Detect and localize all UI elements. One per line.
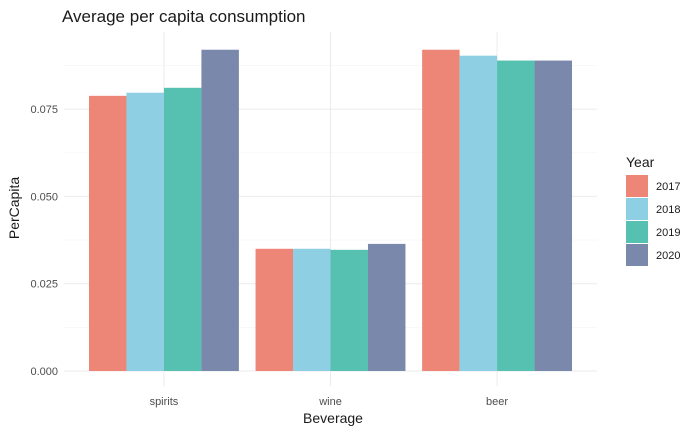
legend-label-2018: 2018 bbox=[656, 204, 680, 216]
bar-beer-2020 bbox=[534, 60, 573, 372]
legend-label-2019: 2019 bbox=[656, 227, 680, 239]
legend-items: 2017 2018 2019 2020 bbox=[626, 175, 680, 266]
x-axis-ticks: spirits wine beer bbox=[150, 396, 509, 408]
x-tick-label: spirits bbox=[150, 396, 179, 408]
bar-spirits-2020 bbox=[201, 49, 239, 372]
bar-wine-2017 bbox=[255, 248, 294, 371]
legend-label-2020: 2020 bbox=[656, 250, 680, 262]
bar-wine-2019 bbox=[330, 249, 368, 371]
x-axis-title: Beverage bbox=[303, 410, 363, 426]
legend-label-2017: 2017 bbox=[656, 181, 680, 193]
bar-beer-2017 bbox=[422, 49, 460, 372]
legend-key-2020 bbox=[626, 244, 648, 266]
bar-spirits-2017 bbox=[88, 95, 127, 371]
legend-key-2018 bbox=[626, 198, 648, 220]
bar-wine-2020 bbox=[367, 243, 406, 371]
bar-beer-2018 bbox=[459, 55, 498, 372]
legend-key-2019 bbox=[626, 221, 648, 243]
legend-key-2017 bbox=[626, 175, 648, 197]
x-tick-label: beer bbox=[486, 396, 508, 408]
bar-beer-2019 bbox=[497, 60, 535, 372]
y-axis-ticks: 0.000 0.025 0.050 0.075 bbox=[30, 104, 58, 378]
y-axis-title: PerCapita bbox=[6, 177, 22, 239]
legend: Year 2017 2018 2019 2020 bbox=[626, 154, 680, 266]
chart-title: Average per capita consumption bbox=[62, 7, 306, 26]
y-tick-label: 0.050 bbox=[30, 191, 58, 203]
bar-spirits-2018 bbox=[126, 92, 164, 371]
legend-title: Year bbox=[626, 154, 655, 170]
bar-spirits-2019 bbox=[163, 87, 202, 372]
y-tick-label: 0.075 bbox=[30, 104, 58, 116]
bar-wine-2018 bbox=[293, 248, 331, 371]
y-tick-label: 0.025 bbox=[30, 279, 58, 291]
x-tick-label: wine bbox=[318, 396, 342, 408]
y-tick-label: 0.000 bbox=[30, 366, 58, 378]
bars bbox=[88, 49, 573, 372]
